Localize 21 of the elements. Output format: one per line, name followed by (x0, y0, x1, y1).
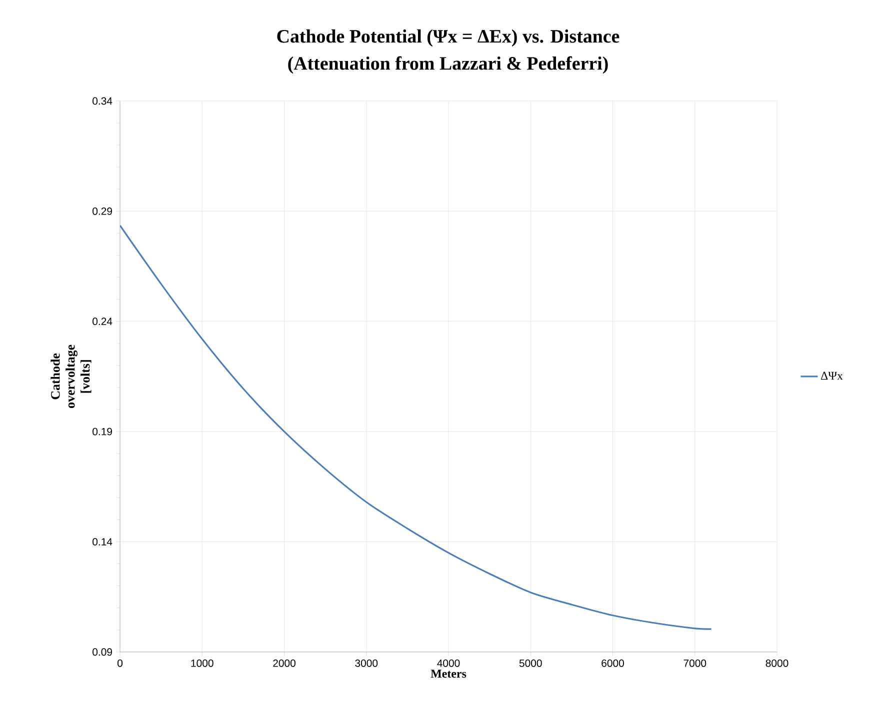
y-axis-title: Cathode overvoltage [volts] (50, 344, 92, 408)
y-tick-label: 0.14 (92, 538, 112, 546)
y-tick-label: 0.19 (92, 428, 112, 436)
legend-label: ΔΨx (820, 372, 843, 380)
line-series (120, 224, 712, 630)
y-tick-label: 0.24 (92, 318, 112, 326)
x-tick-label: 7000 (684, 659, 706, 667)
y-tick-label: 0.34 (92, 97, 112, 105)
x-tick-label: 1000 (191, 659, 214, 667)
y-tick-label: 0.29 (92, 207, 112, 215)
chart-subtitle: (Attenuation from Lazzari & Pedeferri) (288, 56, 608, 74)
chart-title: Cathode Potential (Ψx = ΔEx) vs. Distance (277, 29, 620, 47)
x-tick-label: 3000 (355, 659, 378, 667)
x-tick-label: 5000 (519, 659, 542, 667)
x-tick-label: 8000 (766, 659, 788, 667)
x-tick-label: 2000 (273, 659, 296, 667)
x-tick-label: 4000 (437, 659, 460, 667)
y-tick-label: 0.09 (92, 648, 112, 656)
x-tick-label: 6000 (602, 659, 624, 667)
x-tick-label: 0 (118, 659, 123, 667)
x-axis-title: Meters (430, 670, 466, 678)
